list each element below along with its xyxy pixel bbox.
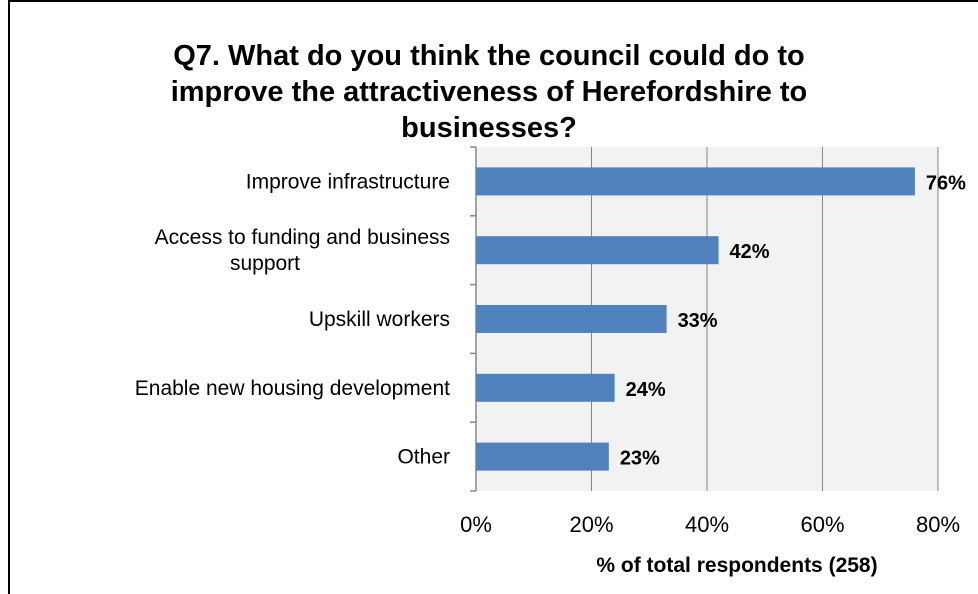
data-label-4: 23% [620,448,660,470]
category-label-0: Improve infrastructure [246,170,450,193]
category-label-2: Upskill workers [309,308,450,331]
category-label-line: Other [397,446,450,469]
category-label-3: Enable new housing development [135,377,450,400]
x-tick-label-40: 40% [685,512,729,537]
data-label-3: 24% [626,379,666,401]
chart-title-line-3: businesses? [401,112,577,144]
bar-0 [476,167,915,196]
bar-4 [476,442,609,471]
x-tick-label-0: 0% [460,512,492,537]
bar-3 [476,373,615,402]
data-label-1: 42% [730,241,770,263]
category-label-line: Improve infrastructure [246,170,450,193]
data-label-0: 76% [926,172,966,194]
chart-title: Q7. What do you think the council could … [0,38,978,146]
category-label-line: support [230,252,300,275]
category-label-line: Access to funding and business [155,226,450,249]
category-label-line: Upskill workers [309,308,450,331]
bar-1 [476,236,719,265]
data-label-2: 33% [678,310,718,332]
category-label-4: Other [397,446,450,469]
category-label-1: Access to funding and business support [155,226,450,275]
chart-title-line-2: improve the attractiveness of Herefordsh… [170,76,808,108]
x-tick-label-20: 20% [569,512,613,537]
x-tick-label-80: 80% [916,512,960,537]
chart-title-line-1: Q7. What do you think the council could … [173,40,805,72]
x-tick-label-60: 60% [800,512,844,537]
x-axis-title: % of total respondents (258) [596,554,877,577]
bar-2 [476,305,667,333]
category-label-line: Enable new housing development [135,377,450,400]
